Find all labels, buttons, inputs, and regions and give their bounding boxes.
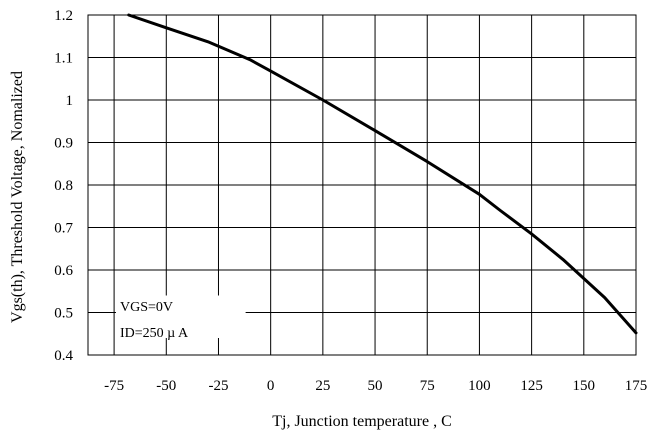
y-tick-label: 1 (66, 93, 74, 109)
plot-frame (87, 14, 637, 356)
annotation-box: VGS=0V ID=250 µ A (116, 295, 246, 341)
annotation-text: ID=250 µ A (120, 326, 189, 341)
y-tick-label: 0.4 (54, 348, 73, 364)
y-tick-label: 0.9 (54, 136, 73, 152)
x-tick-label: -50 (156, 378, 176, 394)
x-tick-label: 50 (368, 378, 383, 394)
x-tick-label: 0 (267, 378, 275, 394)
series-group (127, 13, 638, 335)
x-tick-label: -25 (208, 378, 228, 394)
annotation-background (116, 295, 246, 338)
y-tick-label: 1.1 (54, 51, 73, 67)
y-axis-label: Vgs(th), Threshold Voltage, Nomalized (9, 71, 26, 323)
x-tick-label: 150 (573, 378, 596, 394)
y-tick-label: 0.6 (54, 263, 73, 279)
x-tick-label: 75 (420, 378, 435, 394)
series-line (127, 13, 638, 335)
y-tick-label: 0.8 (54, 178, 73, 194)
y-tick-label: 0.7 (54, 221, 73, 237)
x-axis-label: Tj, Junction temperature , C (272, 413, 452, 430)
y-tick-label: 0.5 (54, 306, 73, 322)
annotation-text: VGS=0V (120, 300, 173, 315)
y-tick-labels: 0.4 0.5 0.6 0.7 0.8 0.9 1 1.1 1.2 (54, 8, 73, 364)
y-tick-label: 1.2 (54, 8, 73, 24)
x-tick-label: 25 (315, 378, 330, 394)
x-tick-label: 175 (625, 378, 648, 394)
x-tick-label: 100 (468, 378, 491, 394)
x-tick-labels: -75 -50 -25 0 25 50 75 100 125 150 175 (104, 378, 647, 394)
x-tick-label: -75 (104, 378, 124, 394)
x-tick-label: 125 (520, 378, 543, 394)
